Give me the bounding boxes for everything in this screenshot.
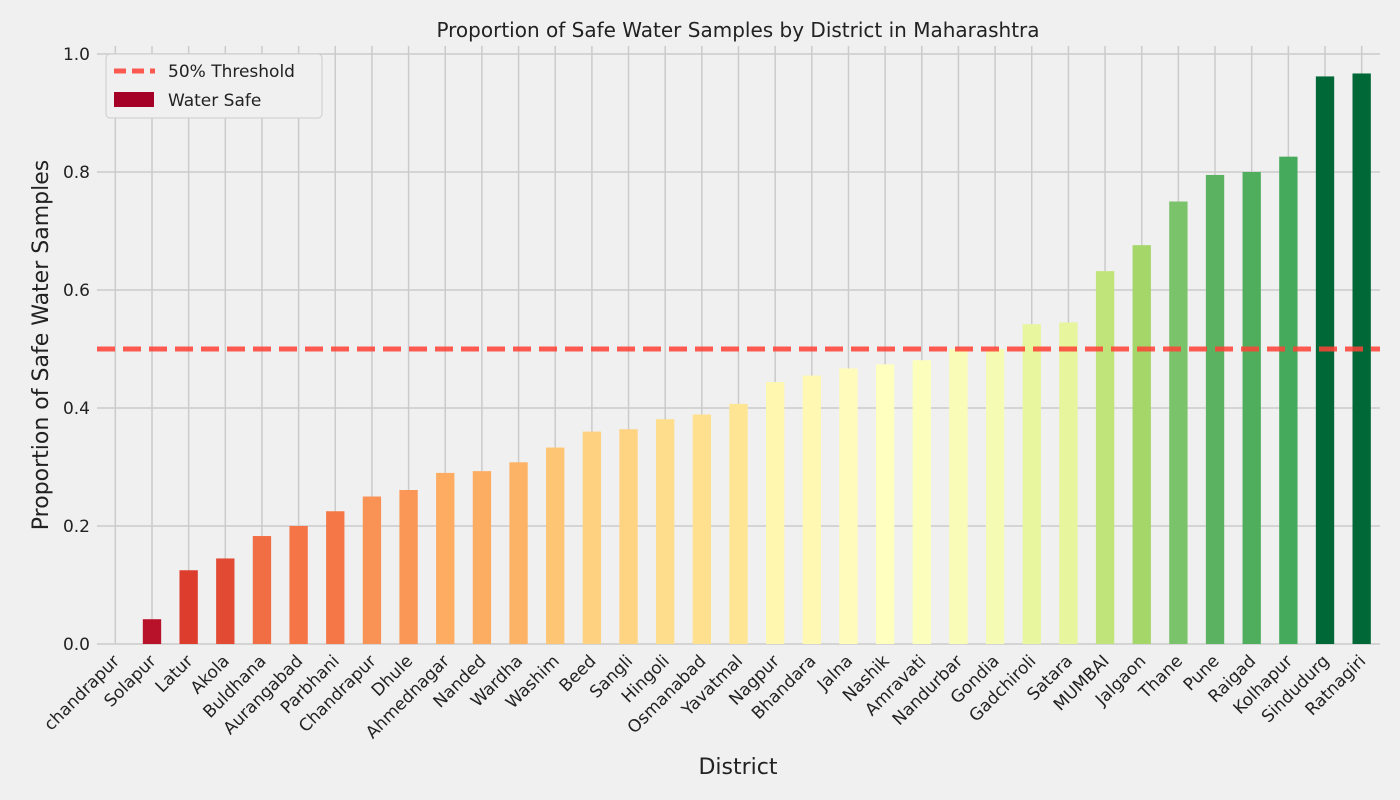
bar [1022,324,1041,644]
bar [436,472,455,644]
bar [179,570,198,644]
bar [985,349,1005,644]
y-tick-label: 0.0 [63,635,90,655]
bar [252,536,272,644]
bar [509,462,528,644]
bar [1169,201,1188,644]
y-tick-labels: 0.0 0.2 0.4 0.6 0.8 1.0 [63,45,90,655]
bar [289,526,308,644]
bar [472,471,492,644]
y-tick-label: 1.0 [63,45,90,65]
legend-label: Water Safe [168,91,261,111]
bar [802,375,821,644]
y-tick-label: 0.2 [63,517,90,537]
legend-label: 50% Threshold [168,62,295,82]
bar [1132,245,1151,644]
bar [1059,322,1078,644]
bar [875,364,895,644]
bar [912,360,931,644]
bar [546,447,565,644]
bar [1279,156,1298,644]
y-tick-label: 0.6 [63,281,90,301]
bars [142,73,1371,645]
bar [729,403,748,644]
chart-title: Proportion of Safe Water Samples by Dist… [436,18,1039,42]
bar [1352,73,1371,645]
bar [399,490,418,644]
y-tick-label: 0.8 [63,163,90,183]
legend-bar-swatch [114,92,154,107]
bar [619,429,638,644]
bar [1315,76,1335,645]
bar [1205,174,1225,644]
bar [656,419,675,644]
bar [1095,271,1115,644]
bar [216,558,235,644]
bar [692,414,712,644]
bar [765,382,785,644]
legend: 50% Threshold Water Safe [105,53,323,119]
bar [582,431,602,644]
bar [326,511,345,644]
bar [142,619,162,644]
bar [362,496,382,644]
bar [839,368,858,644]
y-axis-title: Proportion of Safe Water Samples [29,160,54,530]
y-tick-label: 0.4 [63,399,90,419]
x-axis-title: District [698,755,777,780]
legend-box [105,53,323,119]
bar [1242,172,1261,644]
bar [949,349,968,644]
